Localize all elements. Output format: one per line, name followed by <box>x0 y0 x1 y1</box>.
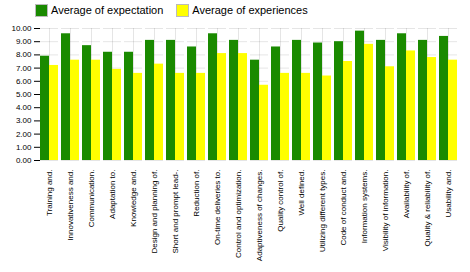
html-text:Average of expectation: Average of expectation <box>51 4 164 16</box>
svg-text:Design and planning of.: Design and planning of. <box>150 170 159 254</box>
svg-text:Usability and.: Usability and. <box>444 170 453 218</box>
svg-text:9.00: 9.00 <box>16 37 32 46</box>
svg-text:3.00: 3.00 <box>16 116 32 125</box>
svg-text:Quality & reliability of.: Quality & reliability of. <box>423 170 432 247</box>
svg-text:2.00: 2.00 <box>16 130 32 139</box>
svg-text:6.00: 6.00 <box>16 77 32 86</box>
html-text:Average of experiences: Average of experiences <box>192 4 308 16</box>
svg-text:Well defined.: Well defined. <box>297 170 306 216</box>
svg-text:Reduction of.: Reduction of. <box>192 170 201 217</box>
svg-text:Knowledge and.: Knowledge and. <box>129 170 138 227</box>
svg-text:Training and.: Training and. <box>45 170 54 216</box>
svg-text:1.00: 1.00 <box>16 143 32 152</box>
svg-text:Innovativeness and.: Innovativeness and. <box>66 170 75 241</box>
svg-text:0.00: 0.00 <box>16 156 32 165</box>
svg-text:Control and optimization.: Control and optimization. <box>234 170 243 259</box>
svg-text:Information systems.: Information systems. <box>360 170 369 244</box>
svg-text:8.00: 8.00 <box>16 50 32 59</box>
svg-text:5.00: 5.00 <box>16 90 32 99</box>
svg-text:Adaptiveness of changes.: Adaptiveness of changes. <box>255 170 264 262</box>
svg-text:Short and prompt lead-.: Short and prompt lead-. <box>171 170 180 254</box>
svg-text:Communication.: Communication. <box>87 170 96 228</box>
svg-text:Code of conduct and.: Code of conduct and. <box>339 170 348 246</box>
svg-text:Availability of.: Availability of. <box>402 170 411 219</box>
svg-text:7.00: 7.00 <box>16 64 32 73</box>
svg-text:10.00: 10.00 <box>11 24 32 33</box>
svg-text:Utilizing different types.: Utilizing different types. <box>318 170 327 253</box>
svg-text:Adaptation to.: Adaptation to. <box>108 170 117 219</box>
svg-text:On-time deliveries to.: On-time deliveries to. <box>213 170 222 246</box>
svg-text:Quality control of.: Quality control of. <box>276 170 285 232</box>
svg-text:4.00: 4.00 <box>16 103 32 112</box>
svg-text:Visibility of information.: Visibility of information. <box>381 170 390 252</box>
